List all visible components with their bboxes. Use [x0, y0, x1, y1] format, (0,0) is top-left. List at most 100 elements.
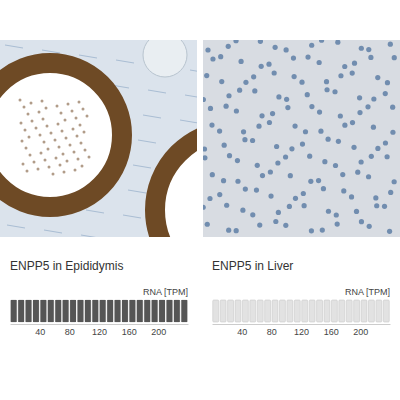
debris [73, 151, 76, 154]
nucleus [233, 40, 238, 43]
debris [22, 163, 25, 166]
nucleus [203, 97, 206, 102]
nucleus [272, 70, 277, 75]
fiber [44, 230, 62, 233]
segment [331, 300, 337, 322]
debris [21, 140, 24, 143]
nucleus [203, 146, 207, 151]
nucleus [335, 221, 340, 226]
debris [38, 111, 41, 114]
debris [79, 124, 82, 127]
nucleus [375, 146, 380, 151]
nucleus [250, 212, 255, 217]
nucleus [283, 223, 288, 228]
nucleus [302, 203, 307, 208]
segment [339, 300, 345, 322]
nucleus [284, 97, 289, 102]
nucleus [205, 47, 210, 52]
nucleus [318, 129, 323, 134]
debris [58, 146, 61, 149]
nucleus [293, 196, 298, 201]
debris [59, 164, 62, 167]
debris [44, 159, 47, 162]
nucleus [218, 54, 223, 59]
segment [294, 300, 300, 322]
debris [67, 103, 70, 106]
nucleus [335, 40, 340, 45]
nucleus [250, 138, 255, 143]
nucleus [251, 74, 256, 79]
nucleus [241, 129, 246, 134]
figure: ENPP5 in EpididymisRNA [TPM]408012016020… [0, 0, 400, 400]
tick: 160 [324, 324, 339, 337]
nucleus [316, 178, 321, 183]
nucleus [234, 108, 239, 113]
nucleus [221, 178, 226, 183]
nucleus [219, 79, 224, 84]
fiber [123, 215, 141, 218]
debris [50, 132, 53, 135]
title: ENPP5 in Liver [212, 259, 293, 273]
segment [376, 300, 382, 322]
nucleus [267, 120, 272, 125]
fiber [79, 55, 97, 58]
nucleus [351, 145, 356, 150]
debris [43, 141, 46, 144]
segment [272, 300, 278, 322]
debris [66, 160, 69, 163]
nucleus [252, 88, 257, 93]
nucleus [289, 146, 294, 151]
nucleus [357, 95, 362, 100]
nucleus [284, 47, 289, 52]
tick: 80 [267, 324, 277, 337]
debris [48, 166, 51, 169]
nucleus [217, 129, 222, 134]
fiber [133, 165, 151, 168]
debris [26, 170, 29, 173]
nucleus [371, 125, 376, 130]
debris [20, 122, 23, 125]
segment [302, 300, 308, 322]
segment [242, 300, 248, 322]
debris [23, 106, 26, 109]
x-axis: 4080120160200 [213, 324, 391, 337]
nucleus [276, 210, 281, 215]
fiber [81, 235, 99, 237]
debris [29, 154, 32, 157]
segment [346, 300, 352, 322]
nucleus [309, 228, 314, 233]
tick-label: 160 [122, 327, 137, 337]
nucleus [259, 64, 264, 69]
nucleus [324, 79, 329, 84]
debris [56, 105, 59, 108]
nucleus [255, 163, 260, 168]
nucleus [309, 43, 314, 48]
nucleus [204, 73, 209, 78]
nucleus [385, 80, 390, 85]
debris [47, 148, 50, 151]
nucleus [227, 153, 232, 158]
debris [74, 169, 77, 172]
axis-line [213, 324, 391, 325]
nucleus [309, 104, 314, 109]
panel: ENPP5 in LiverRNA [TPM]4080120160200 [212, 259, 391, 337]
nucleus [243, 80, 248, 85]
tick-label: 200 [353, 327, 368, 337]
nucleus [368, 55, 373, 60]
debris [81, 165, 84, 168]
nucleus [260, 173, 265, 178]
nucleus [357, 110, 362, 115]
nucleus [388, 190, 393, 195]
debris [27, 113, 30, 116]
tissue-image [203, 40, 400, 237]
nucleus [268, 169, 273, 174]
nucleus [385, 154, 390, 159]
nucleus [371, 96, 376, 101]
segment [354, 300, 360, 322]
nucleus [350, 120, 355, 125]
nucleus [257, 222, 262, 227]
debris [69, 144, 72, 147]
nucleus [254, 187, 259, 192]
nucleus [270, 111, 275, 116]
debris [46, 125, 49, 128]
